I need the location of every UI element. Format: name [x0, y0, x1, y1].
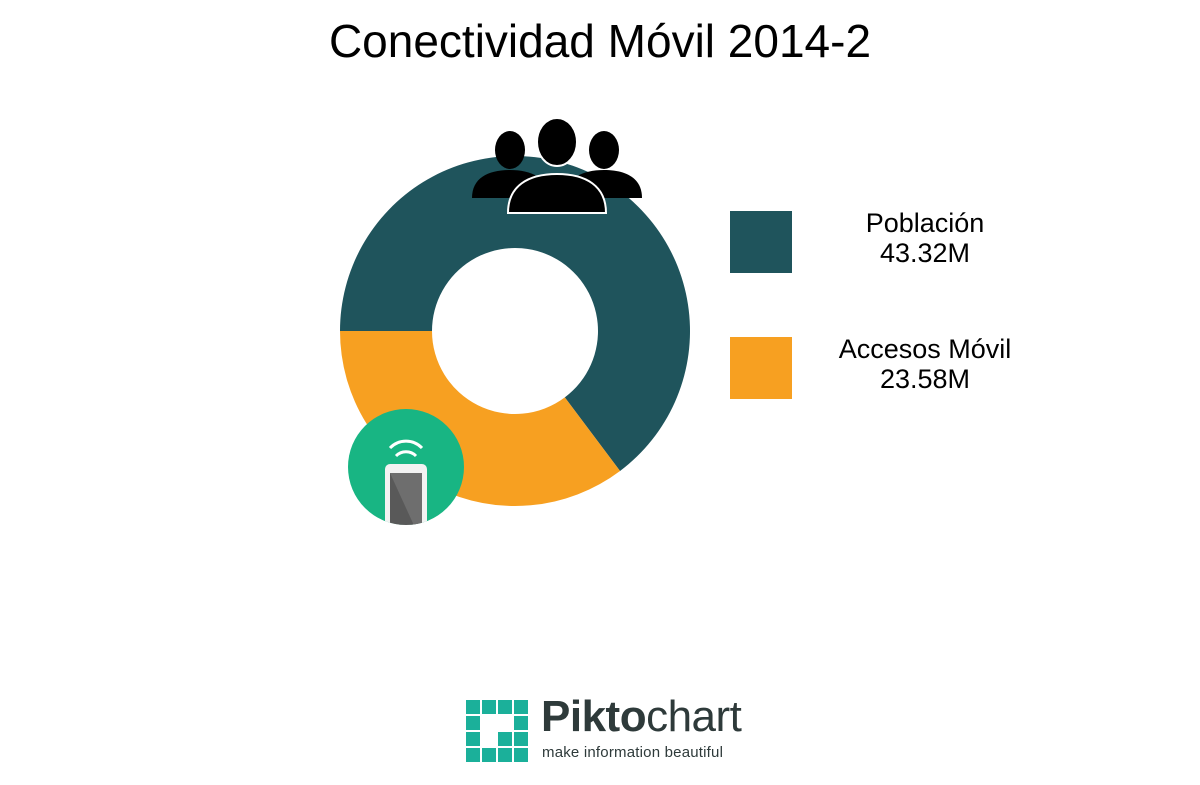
legend-label: Accesos Móvil [838, 334, 1012, 364]
legend-label: Población [865, 208, 985, 238]
legend-swatch [730, 211, 792, 273]
brand-tagline: make information beautiful [542, 744, 724, 761]
people-group-icon [472, 117, 642, 214]
piktochart-mark-icon [466, 700, 528, 762]
smartphone-wifi-icon [348, 409, 464, 525]
legend-value: 43.32M [879, 238, 971, 268]
donut-slice-poblacion [340, 156, 690, 471]
chart-title: Conectividad Móvil 2014-2 [328, 15, 872, 67]
legend-swatch [730, 337, 792, 399]
legend-value: 23.58M [879, 364, 971, 394]
brand-name: Piktochart [541, 692, 742, 741]
donut-chart [340, 117, 690, 525]
